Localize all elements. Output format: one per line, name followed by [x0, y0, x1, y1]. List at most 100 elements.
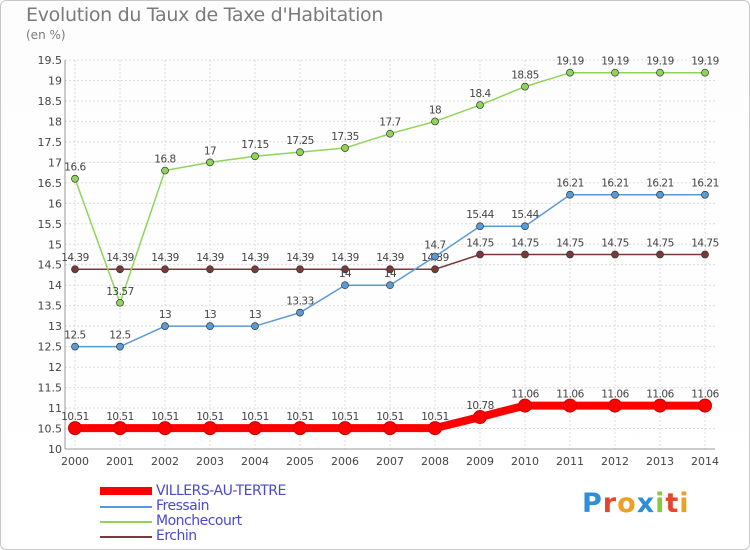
data-point [341, 265, 349, 274]
y-tick-label: 10 [48, 443, 62, 456]
data-label: 14.39 [331, 252, 359, 264]
data-point [701, 190, 709, 199]
series-villers-au-tertre: 10.51 10.51 10.51 10.51 10.51 10.51 10.51 10.51… [61, 389, 720, 436]
data-label: 13.57 [106, 286, 134, 298]
data-point [113, 421, 127, 436]
x-tick-label: 2005 [286, 455, 314, 468]
data-label: 14.39 [61, 252, 89, 264]
data-point [611, 190, 619, 199]
data-point [206, 158, 214, 167]
y-tick-label: 16.5 [38, 177, 63, 190]
x-tick-label: 2013 [646, 455, 674, 468]
logo-letter: P [582, 488, 603, 519]
data-label: 16.21 [556, 178, 584, 190]
data-point [203, 421, 217, 436]
data-label: 11.06 [646, 389, 674, 401]
data-point [296, 265, 304, 274]
data-point [71, 342, 79, 351]
data-label: 16.21 [691, 178, 719, 190]
y-tick-label: 13 [48, 320, 62, 333]
legend-swatch-fressain [100, 506, 152, 508]
data-label: 11.06 [691, 389, 719, 401]
data-point [158, 421, 172, 436]
data-point [383, 421, 397, 436]
data-point [341, 281, 349, 290]
y-tick-label: 10.5 [38, 423, 63, 436]
y-tick-label: 18 [48, 115, 62, 128]
data-point [116, 298, 124, 307]
data-point [248, 421, 262, 436]
series-monchecourt: 16.6 13.57 16.8 17 17.15 17.25 17.35 17.7 18 18.4… [64, 56, 719, 307]
series-erchin: 14.39 14.39 14.39 14.39 14.39 14.39 14.39 14.39… [61, 238, 719, 274]
data-point [206, 265, 214, 274]
data-label: 14.75 [601, 238, 629, 250]
legend-swatch-erchin [100, 536, 152, 538]
data-label: 19.19 [601, 56, 629, 68]
data-label: 14.39 [151, 252, 179, 264]
x-tick-label: 2000 [61, 455, 89, 468]
data-label: 10.51 [421, 411, 449, 423]
data-point [251, 152, 259, 161]
data-label: 16.8 [154, 154, 175, 166]
data-point [701, 68, 709, 77]
data-point [341, 144, 349, 152]
logo-letter: x [636, 488, 656, 519]
logo-letter: i [679, 488, 690, 519]
data-label: 14.75 [556, 238, 584, 250]
data-label: 14.39 [106, 252, 134, 264]
x-tick-label: 2004 [241, 455, 269, 468]
data-label: 10.51 [331, 411, 359, 423]
data-point [521, 82, 529, 91]
data-label: 14.75 [466, 238, 494, 250]
data-point [161, 322, 169, 331]
data-point [656, 190, 664, 199]
data-label: 14.7 [424, 240, 445, 252]
data-label: 14.39 [241, 252, 269, 264]
data-point [518, 398, 532, 413]
data-label: 16.6 [64, 162, 86, 174]
x-tick-label: 2007 [376, 455, 404, 468]
x-tick-label: 2014 [691, 455, 719, 468]
data-point [611, 68, 619, 77]
y-tick-label: 13.5 [38, 300, 63, 313]
data-label: 13 [249, 309, 261, 321]
series-fressain: 12.5 12.5 13 13 13 13.33 14 14 14.7 15.44 15.44 16.… [64, 178, 719, 351]
data-label: 17 [204, 145, 216, 157]
data-label: 10.51 [151, 411, 179, 423]
data-point [566, 68, 574, 77]
y-tick-label: 15 [48, 238, 62, 251]
data-label: 12.5 [109, 330, 130, 342]
data-point [386, 281, 394, 290]
data-label: 11.06 [601, 389, 629, 401]
data-point [296, 308, 304, 317]
data-point [116, 342, 124, 351]
data-label: 13 [159, 309, 171, 321]
legend-label-erchin: Erchin [156, 528, 197, 544]
x-tick-label: 2001 [106, 455, 134, 468]
y-tick-label: 17 [48, 156, 62, 169]
data-label: 14.75 [511, 238, 539, 250]
y-tick-label: 11.5 [38, 382, 63, 395]
data-point [521, 222, 529, 231]
data-label: 13.33 [286, 296, 314, 308]
data-label: 10.51 [106, 411, 134, 423]
x-tick-label: 2010 [511, 455, 539, 468]
data-point [251, 265, 259, 274]
data-point [521, 250, 529, 259]
y-tick-label: 11 [48, 402, 62, 415]
data-label: 19.19 [691, 56, 719, 68]
legend-swatch-monchecourt [100, 521, 152, 523]
data-label: 10.51 [286, 411, 314, 423]
y-tick-label: 19 [48, 74, 62, 87]
data-label: 12.5 [64, 330, 85, 342]
data-label: 17.25 [286, 135, 314, 147]
data-point [428, 421, 442, 436]
data-point [431, 117, 439, 126]
data-label: 10.51 [241, 411, 269, 423]
data-point [698, 398, 712, 413]
x-tick-label: 2011 [556, 455, 584, 468]
data-point [476, 250, 484, 259]
data-point [161, 265, 169, 274]
